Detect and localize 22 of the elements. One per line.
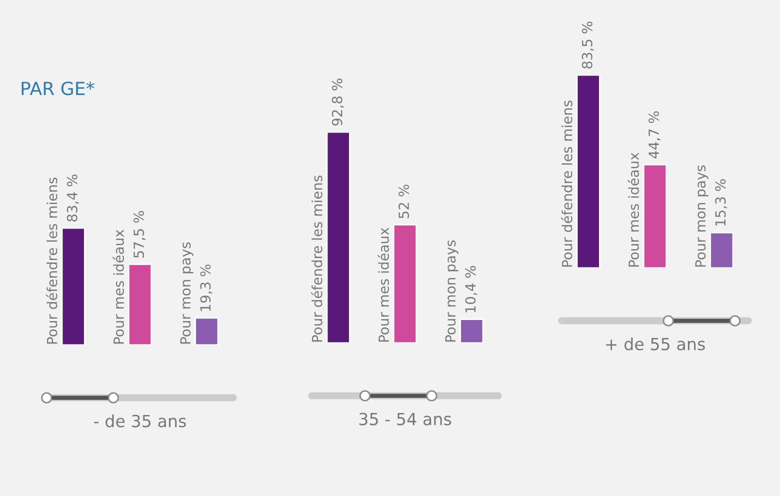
data-label: 83,5 %	[582, 22, 594, 69]
x-axis-title: + de 55 ans	[606, 337, 705, 350]
x-axis-title: - de 35 ans	[94, 414, 186, 428]
x-tick-label: Pour mes idéaux	[628, 152, 639, 267]
x-tick-label: Pour défendre les miens	[46, 178, 58, 344]
chart-title: PAR GE*	[22, 82, 94, 96]
data-label: 57,5 %	[134, 211, 146, 258]
x-tick-label: Pour mes idéaux	[378, 228, 389, 342]
x-tick-label: Pour mon pays	[180, 242, 194, 344]
x-tick-label: Pour défendre les miens	[561, 100, 572, 267]
data-label: 92,8 %	[332, 78, 344, 126]
x-tick-label: Pour défendre les miens	[311, 176, 322, 342]
data-label: 15,3 %	[715, 179, 728, 226]
data-label: 52 %	[398, 184, 410, 218]
data-label: 44,7 %	[648, 111, 660, 158]
data-label: 19,3 %	[200, 264, 212, 311]
x-axis-title: 35 - 54 ans	[359, 412, 452, 426]
x-tick-label: Pour mon pays	[445, 240, 458, 342]
data-label: 10,4 %	[465, 266, 478, 312]
data-label: 83,4 %	[66, 174, 79, 222]
x-tick-label: Pour mes idéaux	[112, 230, 124, 344]
x-tick-label: Pour mon pays	[695, 165, 708, 267]
